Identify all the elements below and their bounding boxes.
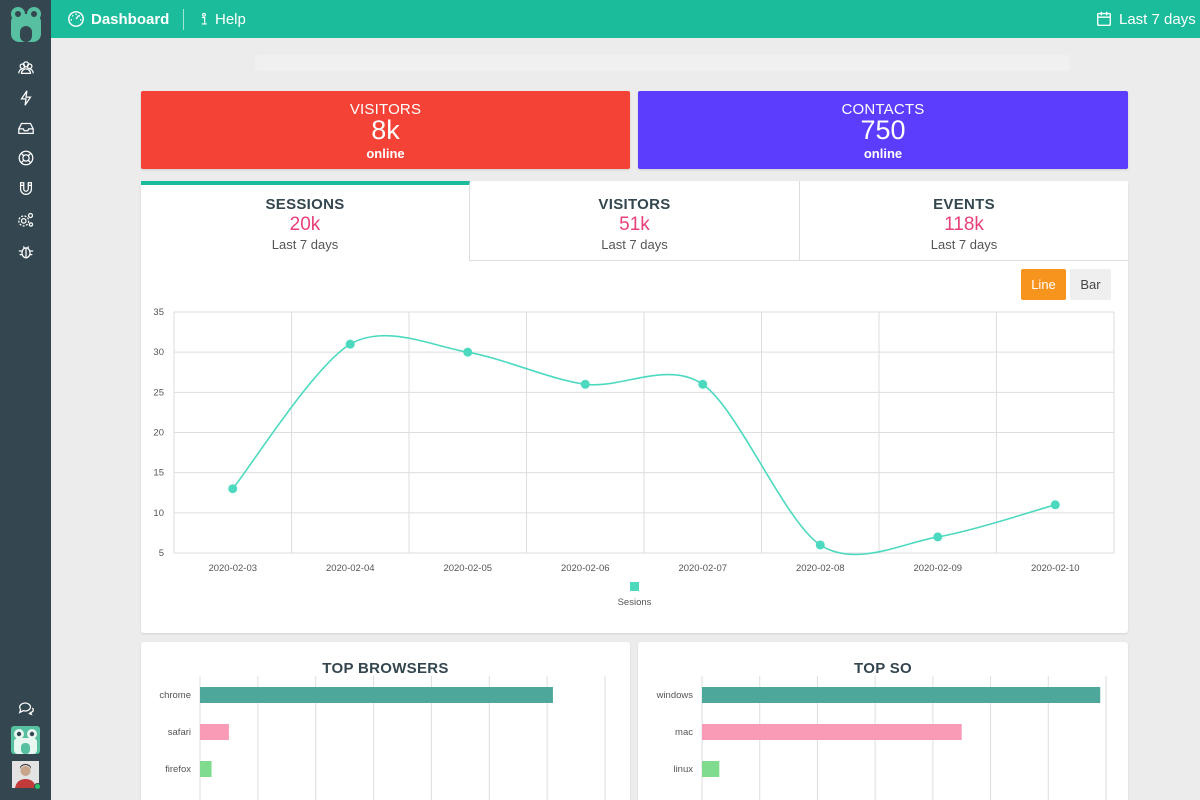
category-label: safari	[168, 727, 191, 738]
speedometer-icon	[68, 11, 84, 27]
bolt-icon[interactable]	[13, 87, 39, 109]
x-tick-label: 2020-02-05	[443, 563, 492, 574]
category-label: linux	[673, 764, 693, 775]
x-tick-label: 2020-02-04	[326, 563, 375, 574]
top-so-panel: TOP SO windows mac linux	[638, 642, 1128, 800]
stat-value: 8k	[371, 115, 400, 145]
tab-title: VISITORS	[598, 196, 671, 213]
bar-chrome	[200, 687, 553, 703]
data-point	[815, 540, 825, 550]
legend-swatch	[630, 582, 639, 591]
data-point	[580, 379, 590, 389]
category-label: mac	[675, 727, 693, 738]
sidebar	[0, 0, 51, 800]
help-link[interactable]: Help	[197, 0, 246, 38]
panel-title: TOP BROWSERS	[322, 660, 449, 677]
y-tick-label: 20	[153, 428, 164, 439]
tab-title: EVENTS	[933, 196, 995, 213]
y-tick-label: 5	[159, 548, 164, 559]
x-tick-label: 2020-02-08	[796, 563, 845, 574]
stat-label: CONTACTS	[841, 101, 925, 118]
tab-value: 118k	[944, 214, 984, 235]
contacts-online-card: CONTACTS 750 online	[638, 91, 1128, 169]
top-so-chart: windows mac linux	[656, 676, 1107, 800]
tab-sub: Last 7 days	[601, 237, 668, 252]
y-tick-label: 35	[153, 307, 164, 318]
x-tick-label: 2020-02-09	[913, 563, 962, 574]
tab-visitors[interactable]: VISITORS 51k Last 7 days	[470, 181, 800, 261]
topbar-divider	[183, 9, 184, 30]
tab-sessions[interactable]: SESSIONS 20k Last 7 days	[141, 181, 470, 261]
tab-value: 51k	[619, 214, 650, 235]
category-label: windows	[656, 690, 694, 701]
online-status-dot	[34, 783, 41, 790]
bar-mac	[702, 724, 962, 740]
tab-value: 20k	[289, 214, 321, 235]
dashboard-link[interactable]: Dashboard	[67, 0, 169, 38]
sessions-line-chart: 5 10 15 20 25 30 35 2020-02-03 2020-02-04 2020-02…	[153, 307, 1115, 608]
dashboard-label: Dashboard	[91, 10, 170, 28]
data-point	[228, 484, 238, 494]
y-tick-label: 10	[153, 508, 164, 519]
category-label: firefox	[165, 764, 191, 775]
tab-sub: Last 7 days	[271, 237, 339, 252]
top-browsers-chart: chrome safari firefox	[159, 676, 606, 800]
y-tick-label: 15	[153, 468, 164, 479]
bug-icon[interactable]	[13, 240, 39, 262]
category-label: chrome	[159, 690, 191, 701]
bar-chart-button[interactable]: Bar	[1070, 269, 1111, 300]
top-browsers-panel: TOP BROWSERS chrome safari firefox	[141, 642, 630, 800]
data-point	[463, 347, 473, 357]
stat-value: 750	[860, 115, 906, 145]
info-icon	[201, 12, 207, 25]
lifebuoy-icon[interactable]	[13, 147, 39, 169]
bar-windows	[702, 687, 1101, 703]
traffic-chart-panel: SESSIONS 20k Last 7 days VISITORS 51k La…	[141, 181, 1128, 633]
chat-icon[interactable]	[13, 697, 39, 719]
users-icon[interactable]	[13, 57, 39, 79]
magnet-icon[interactable]	[13, 178, 39, 200]
notice-placeholder	[255, 55, 1070, 71]
inbox-icon[interactable]	[13, 117, 39, 139]
bar-firefox	[200, 761, 212, 777]
help-label: Help	[215, 10, 246, 28]
stat-sub: online	[366, 146, 405, 161]
settings-icon[interactable]	[13, 209, 39, 231]
bar-linux	[702, 761, 720, 777]
x-tick-label: 2020-02-03	[208, 563, 257, 574]
stat-label: VISITORS	[349, 101, 422, 118]
x-tick-label: 2020-02-06	[561, 563, 610, 574]
data-point	[933, 532, 943, 542]
date-range-button[interactable]: Last 7 days	[1095, 0, 1196, 38]
calendar-icon	[1097, 11, 1111, 26]
data-point	[345, 339, 355, 349]
app-logo[interactable]	[9, 6, 43, 42]
data-point	[1050, 500, 1060, 510]
visitors-online-card: VISITORS 8k online	[141, 91, 630, 169]
x-tick-label: 2020-02-10	[1031, 563, 1080, 574]
x-tick-label: 2020-02-07	[678, 563, 727, 574]
y-tick-label: 30	[153, 347, 164, 358]
panel-title: TOP SO	[854, 660, 912, 677]
stat-sub: online	[863, 146, 903, 161]
bot-avatar[interactable]	[11, 726, 40, 754]
top-bar: Dashboard Help Last 7 days	[51, 0, 1200, 38]
tab-events[interactable]: EVENTS 118k Last 7 days	[800, 181, 1128, 261]
line-chart-button[interactable]: Line	[1021, 269, 1066, 300]
legend-label: Sesions	[618, 597, 652, 608]
y-tick-label: 25	[153, 387, 164, 398]
date-range-label: Last 7 days	[1119, 10, 1196, 28]
tab-sub: Last 7 days	[930, 237, 998, 252]
data-point	[698, 379, 708, 389]
tab-title: SESSIONS	[265, 196, 345, 213]
bar-safari	[200, 724, 229, 740]
